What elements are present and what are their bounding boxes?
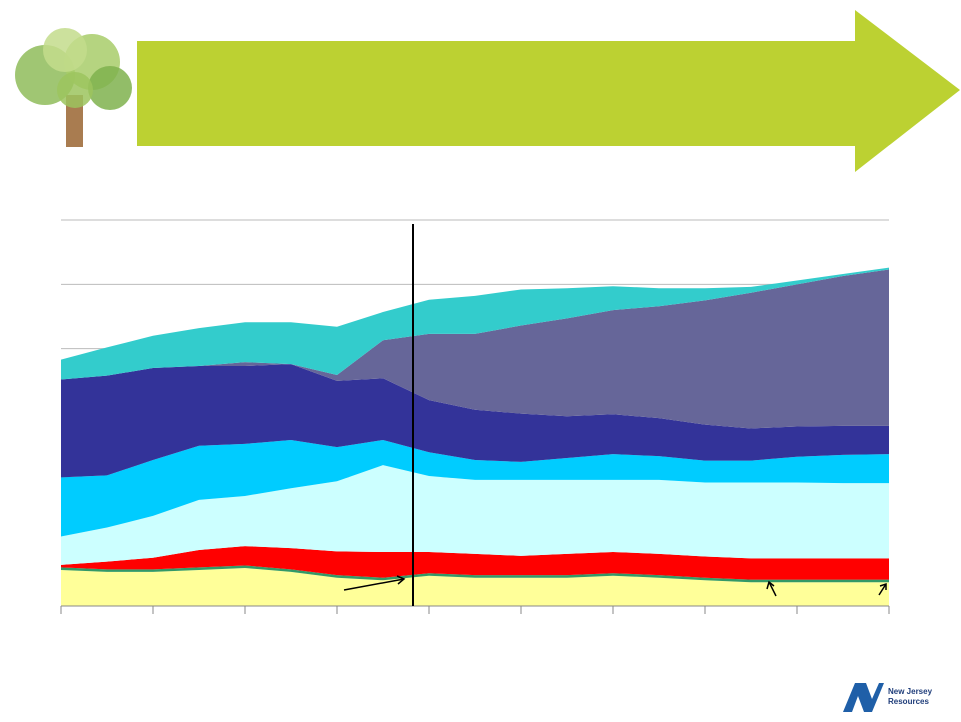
area (61, 465, 889, 565)
banner-arrow (137, 10, 960, 172)
area (61, 565, 889, 583)
area (61, 568, 889, 606)
area (61, 440, 889, 537)
area (61, 267, 889, 380)
logo: New Jersey Resources (843, 683, 933, 712)
logo-text: New Jersey (888, 687, 933, 696)
logo-text: Resources (888, 697, 929, 706)
plot (60, 219, 890, 614)
area (61, 364, 889, 478)
area (61, 269, 889, 429)
tree-icon (15, 28, 132, 147)
pointer-arrows (343, 575, 887, 597)
area (61, 546, 889, 580)
